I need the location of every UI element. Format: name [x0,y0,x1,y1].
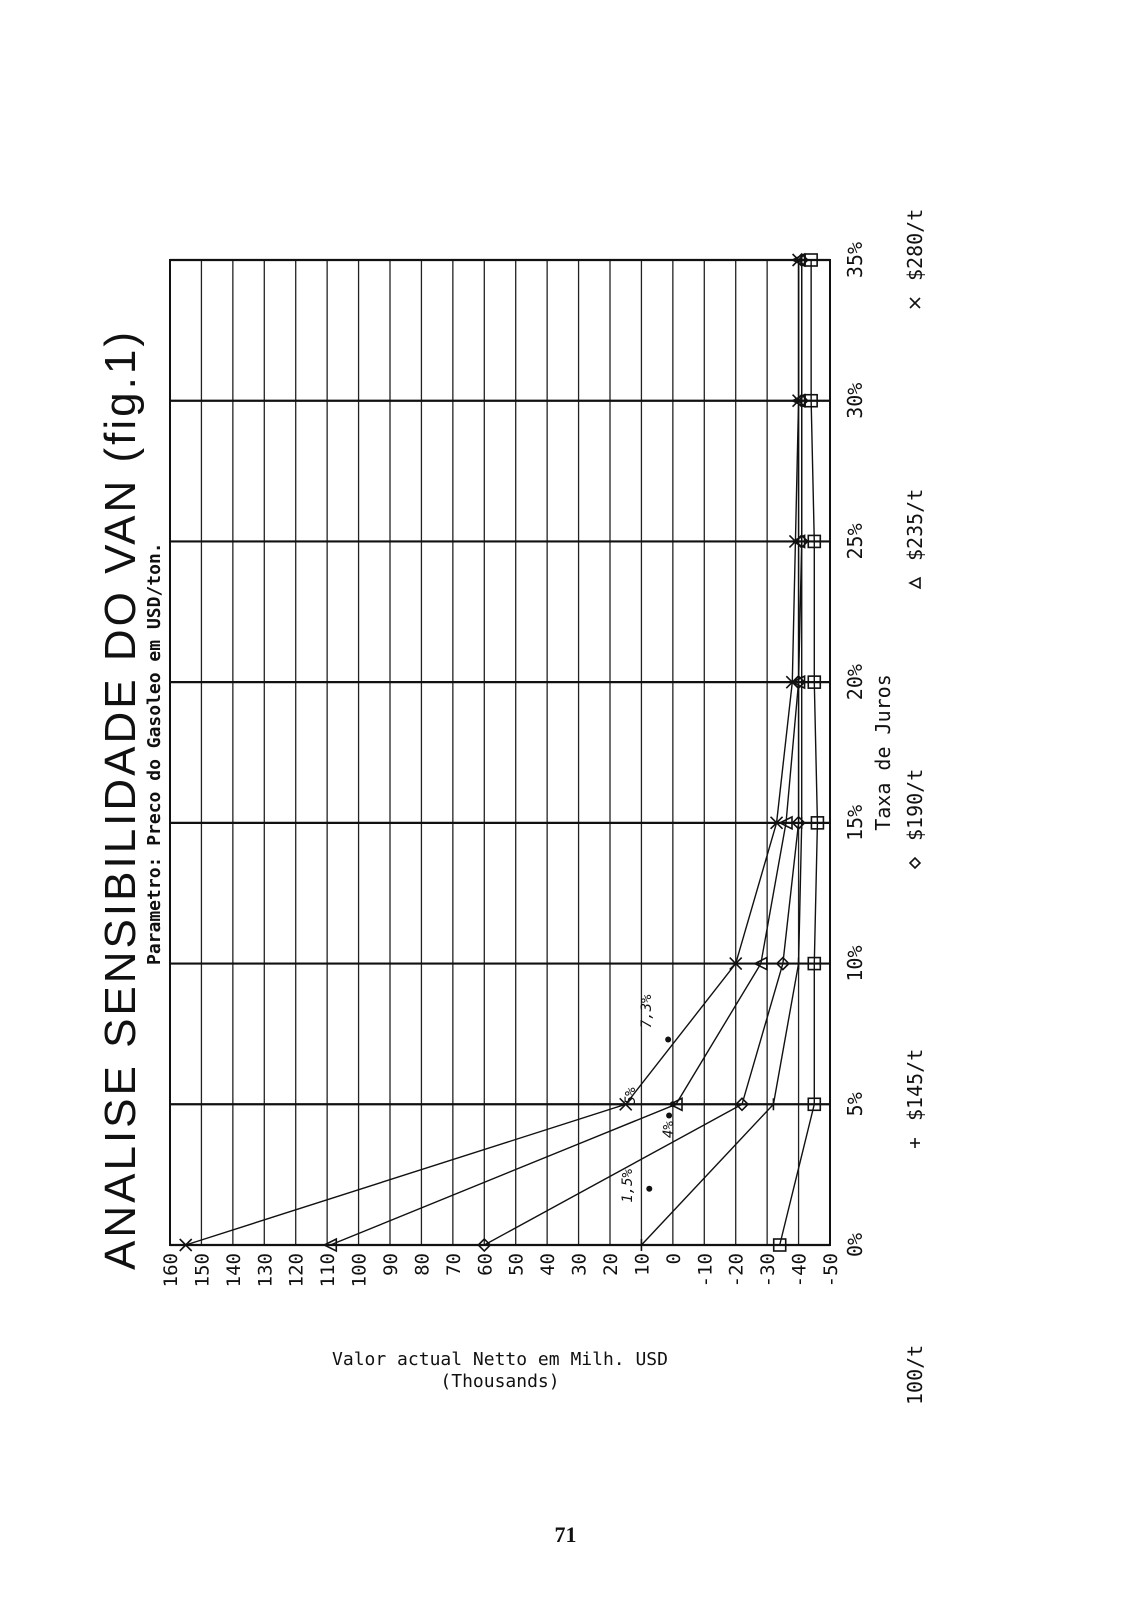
y-tick-label: 30 [569,1253,591,1276]
data-point-diamond [791,815,806,830]
y-tick-label: 20 [600,1253,622,1276]
y-tick-label: -40 [789,1253,811,1287]
irr-point [666,1112,673,1119]
legend-label: $235/t [903,489,927,561]
data-point-triangle [778,815,793,831]
legend-label: $145/t [903,1049,927,1121]
data-point-x [770,816,784,830]
data-point-plus [635,1239,648,1251]
y-tick-label: -20 [726,1253,748,1287]
irr-annotation: 7,3% [639,994,655,1028]
x-tick-label: 20% [843,664,867,700]
legend-label: 100/t [903,1345,927,1405]
series-line [779,260,819,1246]
series-line [640,260,803,1246]
annotations: 1,5% 4% 5% 7,3% [620,994,677,1203]
y-tick-label: -30 [757,1253,779,1287]
x-tick-label: 10% [843,946,867,982]
irr-point [646,1185,653,1192]
rotated-chart-group: 160 150 140 130 120 110 100 90 80 70 60 50 40 30 20 10 0… [96,209,927,1405]
series-line [185,260,800,1246]
y-tick-label: 70 [443,1253,465,1276]
data-point-square [807,675,822,689]
data-point-triangle [753,956,768,971]
y-tick-label: 60 [474,1253,496,1276]
y-axis-label: Valor actual Netto em Milh. USD [332,1349,668,1370]
y-tick-label: 10 [631,1253,653,1276]
data-point-plus [792,957,805,970]
data-point-x [792,253,806,267]
irr-annotation: 4% [661,1121,677,1138]
legend: 100/t $145/t $190/t $235/t $280/t [903,209,927,1405]
series-line [483,260,803,1246]
data-point-triangle [790,674,806,690]
irr-point [665,1036,672,1043]
data-point-diamond [775,956,790,971]
data-point-plus [795,816,808,829]
x-tick-label: 0% [843,1233,867,1257]
series-x [179,253,806,1252]
data-point-x [785,675,799,689]
y-tick-label: 80 [411,1253,433,1276]
y-tick-label: 40 [537,1253,559,1276]
x-tick-label: 5% [843,1092,867,1116]
x-tick-label: 15% [843,805,867,841]
data-point-triangle [668,1096,683,1112]
series-lines [179,252,825,1253]
legend-label: $280/t [903,209,927,281]
data-point-x [792,394,806,408]
y-tick-label: 130 [254,1253,276,1287]
data-point-square [810,816,825,830]
y-tick-label: 90 [380,1253,402,1276]
x-tick-label: 30% [843,383,867,419]
series-diamond [477,252,809,1253]
y-tick-label: 150 [191,1253,213,1287]
legend-label: $190/t [903,769,927,841]
data-point-diamond [477,1237,492,1253]
grid-lines [169,258,831,1247]
plot-frame [169,259,831,1246]
x-tick-labels: 0% 5% 10% 15% 20% 25% 30% 35% [843,242,867,1257]
data-point-x [729,957,743,971]
series-triangle [322,252,806,1253]
x-tick-label: 25% [843,523,867,559]
y-axis-sublabel: (Thousands) [440,1371,559,1392]
data-point-triangle [322,1237,338,1253]
data-point-diamond [734,1097,750,1112]
x-axis-label: Taxa de Juros [871,674,895,831]
data-point-square [807,1097,822,1112]
series-line [330,260,800,1246]
chart-subtitle: Parametro: Preco do Gasoleo em USD/ton. [144,542,165,965]
y-tick-label: -50 [820,1253,842,1287]
irr-annotation: 5% [623,1087,639,1104]
data-point-x [788,534,802,548]
data-point-square [772,1238,787,1252]
y-tick-labels: 160 150 140 130 120 110 100 90 80 70 60 50 40 30 20 10 0… [160,1253,842,1287]
page-number: 71 [554,1522,577,1547]
y-tick-label: 0 [663,1253,685,1264]
data-point-x [179,1238,193,1252]
data-point-square [807,956,822,971]
x-tick-label: 35% [843,242,867,278]
data-point-diamond [908,856,922,870]
data-point-plus [910,1138,920,1148]
y-tick-label: 110 [317,1253,339,1287]
irr-annotation: 1,5% [620,1168,636,1202]
y-tick-label: 160 [160,1253,182,1287]
data-point-plus [767,1098,780,1111]
y-tick-label: 120 [286,1253,308,1287]
y-tick-label: -10 [694,1253,716,1287]
irr-point [669,1101,676,1108]
series-plus [635,254,808,1251]
y-tick-label: 100 [349,1253,371,1287]
data-point-triangle [908,576,921,590]
data-point-x [909,297,921,309]
data-point-x [619,1097,633,1111]
y-tick-label: 140 [223,1253,245,1287]
y-tick-label: 50 [506,1253,528,1276]
chart-title: ANALISE SENSIBILIDADE DO VAN (fig.1) [96,329,145,1270]
